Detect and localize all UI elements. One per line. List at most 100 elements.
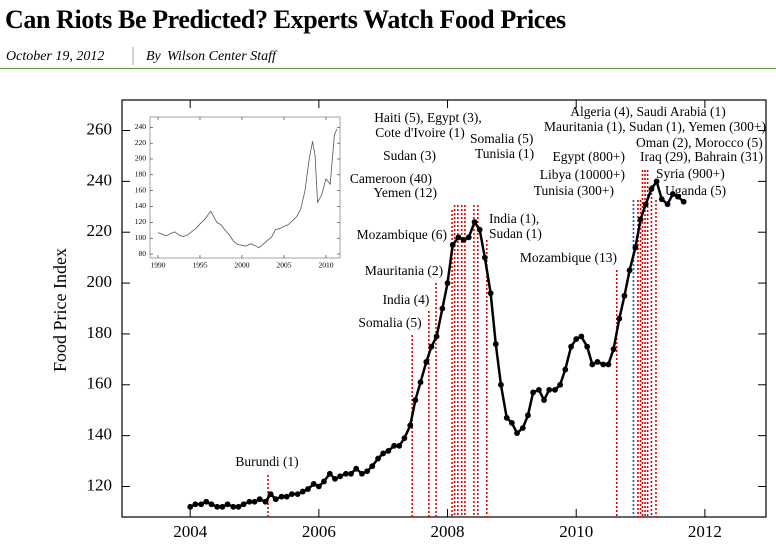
event-label: Syria (900+) [656, 166, 725, 181]
event-label: Sudan (1) [489, 226, 542, 241]
price-point [449, 242, 456, 248]
price-point [219, 503, 226, 510]
price-point [294, 491, 301, 498]
price-line [157, 128, 338, 249]
price-point [401, 435, 408, 442]
x-tick-label: 1995 [192, 261, 207, 270]
author-prefix: By [146, 49, 162, 64]
price-point [326, 470, 333, 477]
price-point [444, 280, 451, 286]
price-point [369, 463, 376, 470]
event-label: Haiti (5), Egypt (3), [374, 110, 482, 125]
y-tick-label: 120 [87, 475, 113, 494]
event-label: Tunisia (300+) [534, 183, 614, 198]
event-label: Algeria (4), Saudi Arabia (1) [570, 104, 726, 119]
price-point [305, 486, 311, 492]
event-label: Cameroon (40) [350, 171, 432, 186]
price-point [187, 503, 194, 510]
article-date: October 19, 2012 [6, 49, 104, 64]
event-label: India (4) [383, 292, 430, 307]
price-point [589, 361, 596, 368]
x-tick-label: 1990 [150, 261, 165, 270]
price-point [214, 503, 221, 510]
price-point [594, 358, 601, 365]
price-point [380, 450, 387, 457]
price-point [348, 470, 354, 477]
price-point [203, 498, 210, 505]
price-point [359, 470, 365, 477]
y-tick-label: 240 [135, 122, 147, 131]
article-title: Can Riots Be Predicted? Experts Watch Fo… [5, 5, 566, 34]
y-tick-label: 200 [135, 154, 147, 163]
y-tick-label: 160 [135, 185, 147, 194]
price-point [648, 186, 655, 192]
y-tick-label: 240 [87, 170, 113, 189]
x-tick-label: 2010 [559, 522, 593, 541]
price-point [664, 201, 671, 208]
price-point [481, 254, 488, 261]
price-point [616, 315, 623, 322]
y-tick-label: 220 [87, 221, 113, 240]
author-link[interactable]: Wilson Center Staff [167, 49, 278, 64]
price-point [605, 361, 612, 368]
price-point [568, 343, 574, 350]
price-point [364, 468, 371, 475]
y-tick-label: 180 [87, 323, 113, 342]
price-point [573, 336, 580, 342]
price-point [375, 455, 381, 462]
price-point [332, 475, 338, 482]
price-point [541, 397, 547, 403]
price-point [487, 290, 494, 297]
y-tick-label: 200 [87, 272, 113, 291]
event-label: Mauritania (2) [365, 263, 443, 278]
price-point [530, 389, 537, 396]
price-point [198, 501, 205, 508]
price-point [256, 496, 263, 503]
price-point [600, 361, 607, 368]
price-point [288, 491, 295, 498]
price-point [460, 236, 467, 243]
price-point [224, 501, 231, 508]
price-point [492, 341, 499, 347]
event-label: Mozambique (6) [357, 227, 447, 242]
price-point [584, 343, 591, 350]
y-tick-label: 160 [87, 374, 113, 393]
event-label: Sudan (3) [383, 148, 436, 163]
x-tick-label: 2000 [234, 261, 249, 270]
price-point [310, 481, 317, 487]
y-tick-label: 140 [135, 201, 147, 210]
price-point [433, 333, 440, 340]
price-point [578, 333, 585, 340]
price-point [240, 501, 247, 508]
price-point [455, 234, 462, 241]
price-point [412, 397, 419, 403]
price-point [353, 465, 360, 472]
price-point [192, 501, 199, 508]
price-point [674, 193, 681, 200]
price-point [680, 198, 687, 205]
price-point [251, 498, 258, 505]
event-label: Mozambique (13) [520, 250, 617, 265]
x-tick-label: 2008 [431, 522, 465, 541]
price-point [471, 219, 478, 225]
y-tick-label: 120 [135, 217, 147, 226]
x-tick-label: 2012 [688, 522, 722, 541]
price-point [637, 216, 644, 223]
price-point [503, 414, 510, 421]
price-point [621, 292, 628, 299]
price-point [391, 442, 398, 449]
price-point [342, 470, 349, 477]
price-point [423, 358, 430, 365]
price-point [272, 496, 279, 503]
price-point [283, 493, 290, 500]
price-point [476, 226, 483, 233]
y-axis-label: Food Price Index [50, 248, 70, 372]
x-tick-label: 2006 [302, 522, 336, 541]
price-point [385, 447, 392, 454]
price-point [407, 422, 414, 429]
price-point [557, 381, 564, 388]
price-point [208, 501, 215, 508]
event-label: Oman (2), Morocco (5) [636, 135, 763, 150]
y-tick-label: 260 [87, 119, 113, 138]
x-tick-label: 2010 [318, 261, 333, 270]
